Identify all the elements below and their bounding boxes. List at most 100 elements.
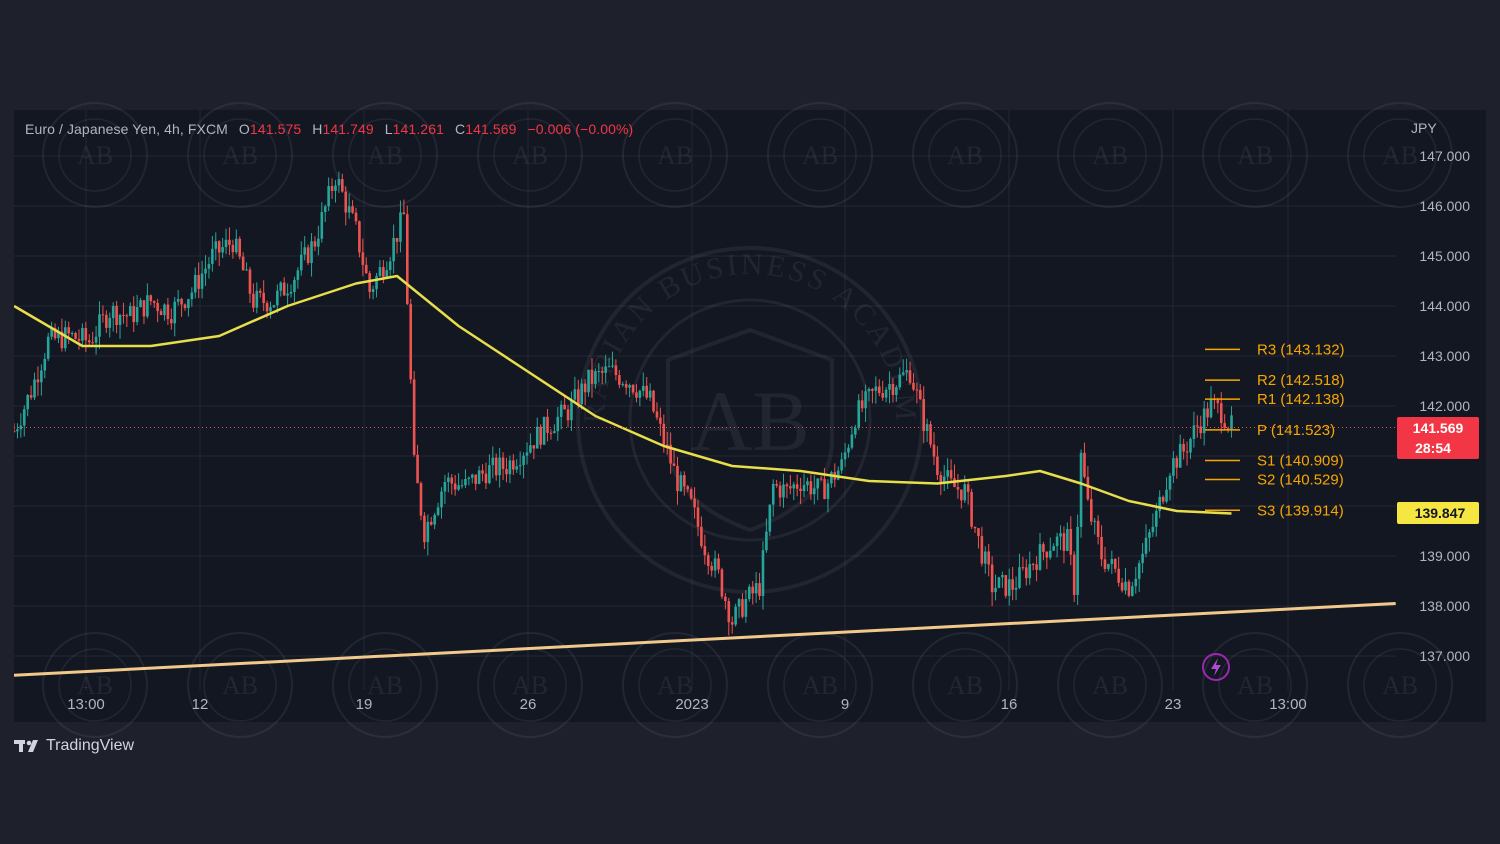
candle: [142, 299, 146, 324]
candle: [299, 241, 303, 276]
candle: [245, 262, 248, 271]
candle: [785, 482, 789, 499]
candle: [638, 389, 642, 407]
candle: [440, 487, 443, 519]
candle: [683, 471, 686, 496]
candle: [53, 323, 57, 341]
candle: [176, 289, 180, 306]
candle: [193, 267, 197, 299]
time-axis[interactable]: 13:00 12 19 26 2023 9 16 23 13:00: [67, 696, 1307, 713]
close-key: C: [454, 121, 466, 137]
candle: [809, 474, 813, 500]
time-tick-label: 13:00: [67, 696, 105, 713]
alert-icon[interactable]: [1202, 653, 1230, 681]
candle: [518, 451, 522, 475]
watermark-seal: AB: [912, 102, 1018, 208]
candle: [371, 285, 375, 300]
candle: [720, 567, 724, 600]
candle: [19, 413, 23, 438]
candle: [146, 283, 149, 319]
candle: [276, 284, 279, 313]
candle: [686, 485, 690, 493]
candle: [98, 301, 101, 349]
candle: [406, 205, 409, 305]
candle: [84, 321, 88, 353]
candle: [1124, 568, 1127, 595]
time-tick-label: 2023: [675, 696, 708, 713]
candle: [840, 452, 843, 474]
close-value: 141.569: [465, 121, 517, 137]
candle: [700, 516, 703, 549]
candle: [402, 199, 406, 215]
candle: [778, 481, 782, 507]
watermark-seal: AB: [622, 632, 728, 738]
tradingview-logo-icon: [14, 740, 38, 752]
price-axis[interactable]: 137.000 138.000 139.000 142.000 143.000 144.0…: [1419, 148, 1470, 664]
candle: [197, 262, 200, 299]
candle: [652, 389, 655, 414]
candle: [525, 442, 529, 465]
candle: [771, 479, 775, 517]
candle: [409, 298, 413, 384]
tradingview-logo[interactable]: TradingView: [14, 737, 134, 755]
pivot-label: S2 (140.529): [1257, 472, 1344, 489]
candle: [347, 193, 351, 219]
candle: [635, 384, 638, 403]
candle: [1059, 525, 1062, 551]
candle: [847, 444, 850, 458]
bar-countdown: 28:54: [1415, 440, 1451, 456]
candle: [313, 236, 317, 252]
candle: [618, 370, 621, 389]
candle: [1175, 455, 1179, 479]
candle: [344, 186, 348, 226]
high-key: H: [312, 121, 323, 137]
candle: [590, 358, 594, 398]
candle: [826, 479, 830, 513]
pivot-label: R1 (142.138): [1257, 391, 1345, 408]
candle: [447, 472, 450, 493]
currency-label: JPY: [1411, 120, 1437, 136]
candle: [628, 383, 631, 398]
candle: [570, 391, 573, 432]
candle: [888, 371, 891, 404]
watermark-monogram: AB: [947, 141, 983, 170]
candle: [337, 171, 341, 193]
candle: [262, 280, 265, 312]
candle: [1110, 550, 1114, 574]
open-key: O: [238, 121, 250, 137]
candle: [255, 282, 259, 314]
candle: [67, 321, 71, 345]
candle: [953, 464, 956, 488]
candle: [1168, 472, 1172, 501]
watermark-seal: AB: [1057, 632, 1163, 738]
candle: [864, 384, 867, 422]
candle: [915, 382, 919, 404]
candle: [758, 572, 761, 600]
candle: [884, 387, 888, 403]
candle: [1189, 437, 1192, 460]
candle: [464, 469, 467, 489]
candle: [641, 372, 645, 397]
candle: [1031, 562, 1035, 571]
candle: [173, 296, 177, 337]
candle: [949, 459, 953, 482]
chart-panel[interactable]: [14, 110, 1486, 722]
low-key: L: [384, 121, 393, 137]
candle: [156, 298, 159, 323]
candle: [748, 584, 751, 602]
watermark-seal: AB: [187, 632, 293, 738]
watermark-monogram: AB: [1092, 671, 1128, 700]
candle: [676, 456, 679, 505]
candle: [399, 200, 402, 253]
candle: [1141, 543, 1144, 574]
candle: [1048, 537, 1052, 560]
candle: [388, 257, 392, 277]
candle: [942, 465, 946, 492]
candle: [782, 473, 785, 508]
candle: [816, 478, 819, 501]
support-trendline: [14, 602, 1396, 677]
watermark-monogram: AB: [222, 671, 258, 700]
watermark-monogram: AB: [1237, 141, 1273, 170]
high-value: 141.749: [322, 121, 374, 137]
